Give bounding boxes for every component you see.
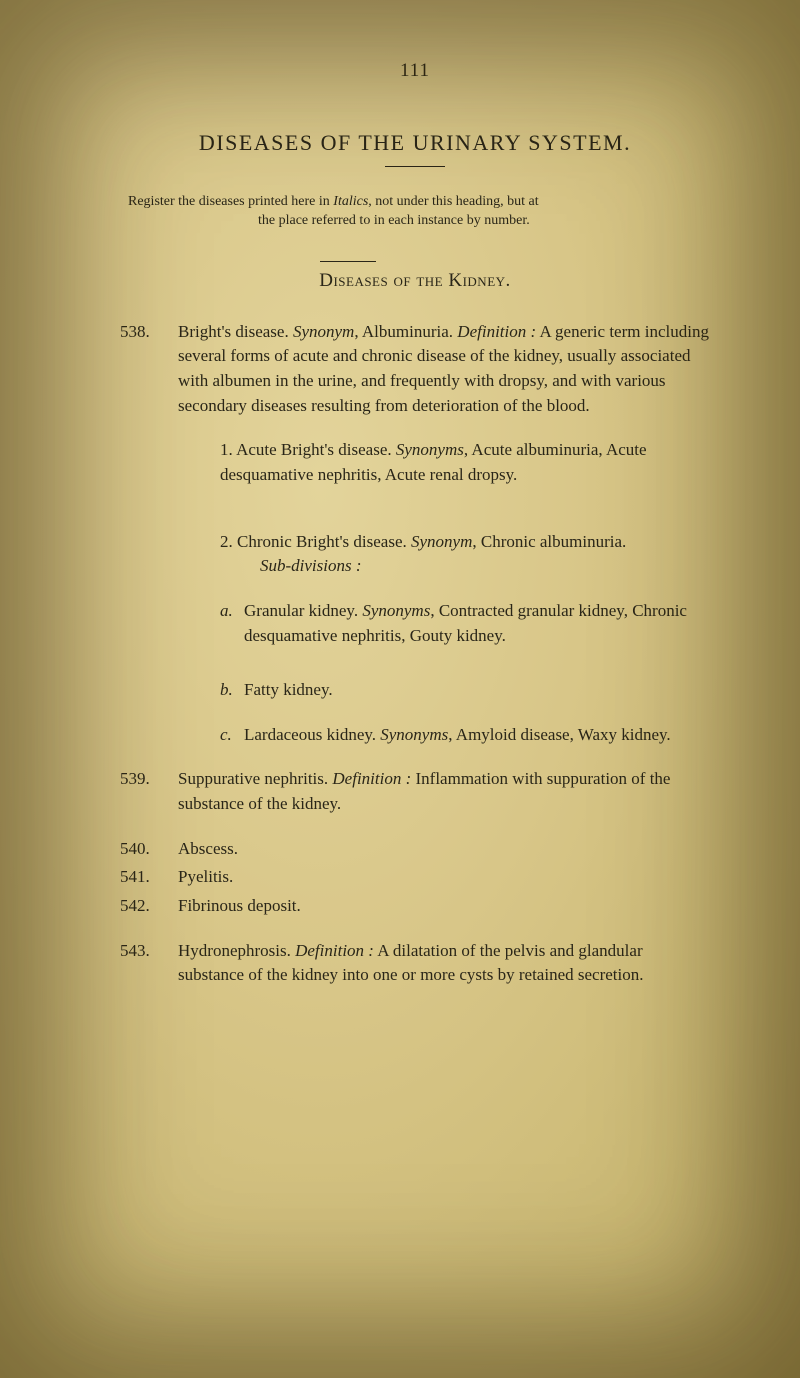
definition-label: Definition : (295, 941, 374, 960)
entry-body: Fibrinous deposit. (178, 894, 710, 919)
entry-542: 542. Fibrinous deposit. (120, 894, 710, 919)
register-note: Register the diseases printed here in It… (128, 193, 690, 231)
entry-body: Bright's disease. Synonym, Albuminuria. … (178, 320, 710, 419)
sub-lead: Acute Bright's disease. (236, 440, 396, 459)
definition-label: Definition : (457, 322, 536, 341)
entry-540: 540. Abscess. (120, 837, 710, 862)
register-text-2: the place referred to in each instance b… (128, 212, 690, 231)
entry-539: 539. Suppurative nephritis. Definition :… (120, 767, 710, 816)
synonym-label: Synonyms (396, 440, 464, 459)
sub-number: 1. (220, 440, 233, 459)
entry-541: 541. Pyelitis. (120, 865, 710, 890)
synonym-label: Synonyms (362, 601, 430, 620)
entry-538: 538. Bright's disease. Synonym, Albuminu… (120, 320, 710, 419)
synonym-label: Synonym (411, 532, 472, 551)
subitem-letter: c. (220, 723, 244, 748)
after-syn: , Albuminuria. (354, 322, 457, 341)
after-syn: , Chronic albuminuria. (472, 532, 626, 551)
entry-lead: Suppurative nephritis. (178, 769, 332, 788)
subitem-body: Granular kidney. Synonyms, Contracted gr… (244, 599, 710, 648)
sub-number: 2. (220, 532, 233, 551)
entry-lead: Bright's disease. (178, 322, 293, 341)
entry-538-2b: b. Fatty kidney. (220, 678, 710, 703)
entry-number: 543. (120, 939, 178, 988)
entry-number: 542. (120, 894, 178, 919)
entry-body: Abscess. (178, 837, 710, 862)
subitem-letter: a. (220, 599, 244, 648)
register-text-1: Register the diseases printed here in (128, 194, 333, 209)
entry-body: Pyelitis. (178, 865, 710, 890)
subitem-body: Fatty kidney. (244, 678, 710, 703)
subdiv-italic: Sub-divisions : (260, 556, 362, 575)
spacer (120, 668, 710, 678)
entry-body: Suppurative nephritis. Definition : Infl… (178, 767, 710, 816)
synonym-label: Synonym (293, 322, 354, 341)
section-rule (320, 261, 376, 262)
entry-number: 541. (120, 865, 178, 890)
entry-538-2c: c. Lardaceous kidney. Synonyms, Amyloid … (220, 723, 710, 748)
entry-body: Hydronephrosis. Definition : A dilatatio… (178, 939, 710, 988)
subitem-lead: Granular kidney. (244, 601, 362, 620)
entry-538-2: 2. Chronic Bright's disease. Synonym, Ch… (220, 530, 710, 579)
page-number: 111 (120, 60, 710, 82)
subitem-body: Lardaceous kidney. Synonyms, Amyloid dis… (244, 723, 710, 748)
register-italics: Italics (333, 194, 368, 209)
subitem-lead: Lardaceous kidney. (244, 725, 380, 744)
entry-number: 539. (120, 767, 178, 816)
synonym-label: Synonyms (380, 725, 448, 744)
title-rule (385, 166, 445, 167)
register-text-1b: , not under this heading, but at (368, 194, 538, 209)
subitem-letter: b. (220, 678, 244, 703)
entry-number: 538. (120, 320, 178, 419)
entry-538-2a: a. Granular kidney. Synonyms, Contracted… (220, 599, 710, 648)
after-syn: , Amyloid disease, Waxy kidney. (448, 725, 670, 744)
section-heading: Diseases of the Kidney. (120, 270, 710, 292)
definition-label: Definition : (332, 769, 411, 788)
entry-538-1: 1. Acute Bright's disease. Synonyms, Acu… (220, 438, 710, 487)
page: 111 DISEASES OF THE URINARY SYSTEM. Regi… (0, 0, 800, 1378)
subdivisions-label: Sub-divisions : (260, 554, 710, 579)
entry-number: 540. (120, 837, 178, 862)
spacer (120, 508, 710, 530)
entry-543: 543. Hydronephrosis. Definition : A dila… (120, 939, 710, 988)
entry-lead: Hydronephrosis. (178, 941, 295, 960)
document-title: DISEASES OF THE URINARY SYSTEM. (120, 130, 710, 156)
sub-lead: Chronic Bright's disease. (237, 532, 411, 551)
